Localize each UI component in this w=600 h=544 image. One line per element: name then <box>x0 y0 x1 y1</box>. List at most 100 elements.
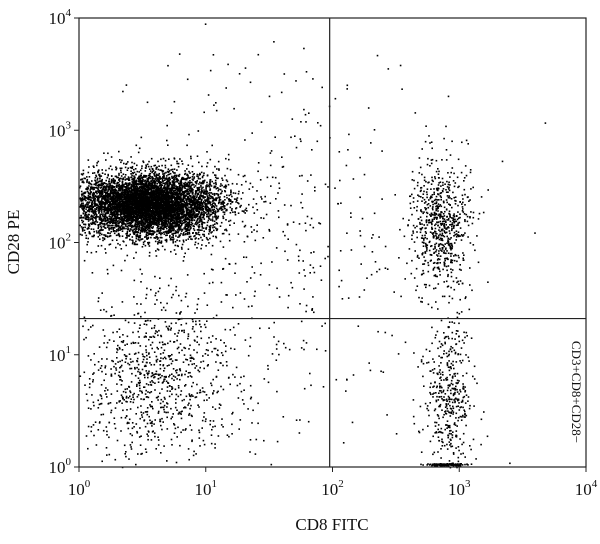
event-point <box>174 202 176 204</box>
event-point <box>126 235 129 237</box>
event-point <box>186 168 188 170</box>
event-point <box>218 188 220 191</box>
event-point <box>158 211 160 213</box>
event-point <box>150 230 152 232</box>
event-point <box>175 211 177 213</box>
event-point <box>194 238 197 240</box>
event-point <box>116 239 118 241</box>
event-point <box>208 226 211 229</box>
event-point <box>110 200 112 203</box>
event-point <box>96 196 98 198</box>
event-point <box>97 205 100 208</box>
event-point <box>200 212 202 215</box>
event-point <box>121 230 124 232</box>
event-point <box>196 180 198 182</box>
event-point <box>243 241 246 243</box>
event-point <box>95 190 97 192</box>
event-point <box>123 240 125 243</box>
event-point <box>104 235 107 237</box>
event-point <box>229 219 232 222</box>
event-point <box>84 195 87 198</box>
event-point <box>206 181 208 184</box>
event-point <box>179 158 181 160</box>
event-point <box>171 177 173 179</box>
event-point <box>213 226 216 228</box>
event-point <box>82 217 85 219</box>
event-point <box>197 231 200 234</box>
event-point <box>137 196 140 199</box>
event-point <box>127 176 130 178</box>
event-point <box>158 165 160 167</box>
event-point <box>126 218 129 221</box>
event-point <box>109 209 112 212</box>
event-point <box>137 231 140 234</box>
event-point <box>115 230 118 233</box>
event-point <box>171 180 174 182</box>
event-point <box>165 232 168 234</box>
event-point <box>158 239 161 242</box>
event-point <box>176 213 179 215</box>
event-point <box>181 212 183 215</box>
event-point <box>184 170 186 172</box>
event-point <box>145 186 148 189</box>
event-point <box>228 198 230 200</box>
event-point <box>180 183 183 186</box>
event-point <box>157 243 159 245</box>
event-point <box>143 214 145 217</box>
event-point <box>148 197 150 200</box>
event-point <box>198 234 201 236</box>
event-point <box>113 188 115 191</box>
event-point <box>139 234 142 237</box>
event-point <box>89 182 92 185</box>
event-point <box>134 182 136 184</box>
event-point <box>137 211 139 213</box>
event-point <box>160 193 162 196</box>
event-point <box>100 191 102 193</box>
event-point <box>211 203 213 206</box>
event-point <box>210 219 212 221</box>
event-point <box>130 220 133 223</box>
event-point <box>252 206 254 209</box>
event-point <box>184 214 187 216</box>
event-point <box>176 223 179 225</box>
event-point <box>114 193 117 195</box>
event-point <box>88 213 90 216</box>
event-point <box>231 201 233 204</box>
event-point <box>152 204 155 206</box>
event-point <box>213 194 216 196</box>
event-point <box>193 215 196 217</box>
event-point <box>97 216 99 218</box>
event-point <box>189 214 192 217</box>
event-point <box>156 182 158 185</box>
event-point <box>176 212 178 214</box>
event-point <box>202 216 205 219</box>
event-point <box>229 203 232 205</box>
event-point <box>121 186 124 189</box>
event-point <box>104 218 107 220</box>
event-point <box>198 196 200 199</box>
event-point <box>234 213 237 216</box>
event-point <box>164 177 166 180</box>
event-point <box>81 204 84 206</box>
event-point <box>185 220 188 223</box>
event-point <box>181 160 183 162</box>
event-point <box>183 187 186 189</box>
event-point <box>153 197 155 199</box>
event-point <box>251 231 253 233</box>
event-point <box>215 187 218 190</box>
event-point <box>181 187 183 189</box>
event-point <box>144 226 146 229</box>
event-point <box>198 191 201 193</box>
event-point <box>120 185 122 188</box>
event-point <box>217 193 220 196</box>
event-point <box>146 179 149 182</box>
event-point <box>171 189 173 192</box>
event-point <box>105 252 107 254</box>
event-point <box>129 196 131 199</box>
event-point <box>119 226 122 228</box>
event-point <box>137 238 140 241</box>
event-point <box>155 173 158 176</box>
event-point <box>91 235 93 238</box>
event-point <box>111 215 114 218</box>
event-point <box>192 195 195 197</box>
